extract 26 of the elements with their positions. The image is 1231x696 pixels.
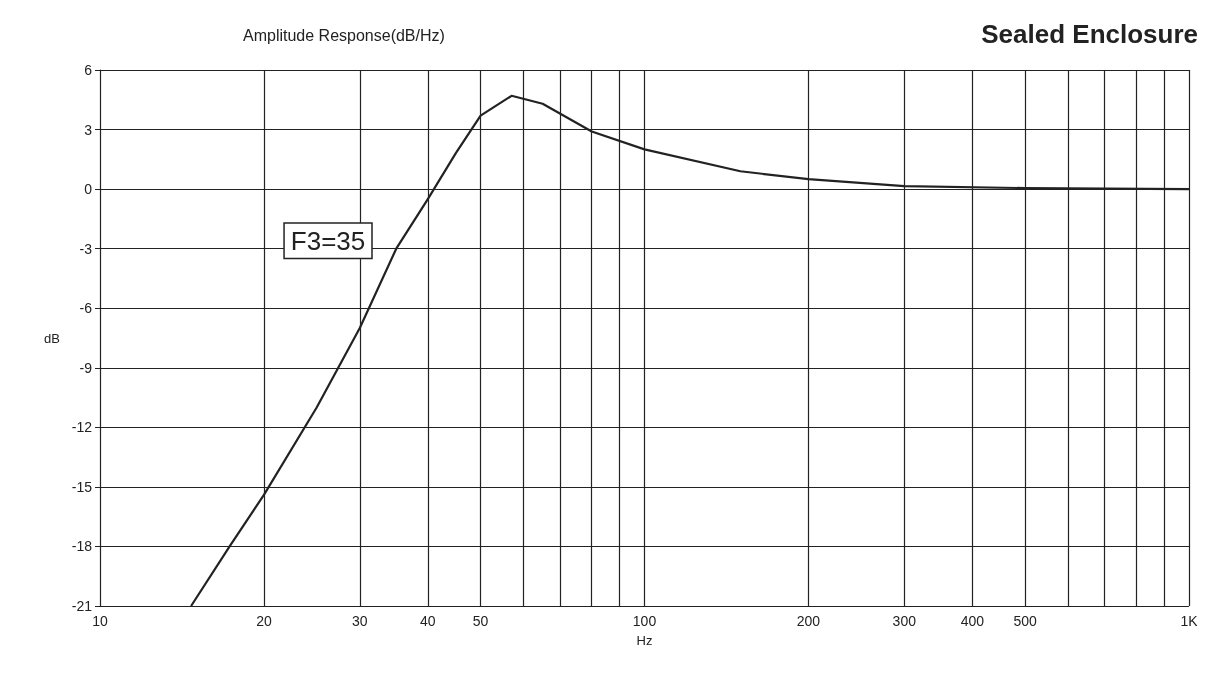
x-tick-label: 20 xyxy=(256,613,272,629)
x-tick-label: 50 xyxy=(472,613,489,629)
x-tick-label: 100 xyxy=(632,613,657,629)
x-tick-label: 40 xyxy=(420,613,436,629)
x-tick-label: 1K xyxy=(1180,613,1199,629)
y-tick-label: -3 xyxy=(79,240,93,257)
y-tick-label: 0 xyxy=(84,181,93,198)
y-tick-label: -6 xyxy=(79,300,93,317)
chart-title: Sealed Enclosure xyxy=(981,19,1199,49)
x-tick-label: 200 xyxy=(796,613,821,629)
x-tick-label: 400 xyxy=(960,613,985,629)
annotation: F3=35 xyxy=(290,225,366,256)
x-tick-label: 10 xyxy=(92,613,108,629)
x-tick-label: 300 xyxy=(892,613,917,629)
y-tick-label: -9 xyxy=(79,359,93,376)
chart-subtitle: Amplitude Response(dB/Hz) xyxy=(243,26,445,44)
x-axis-title: Hz xyxy=(636,633,653,648)
y-tick-label: -21 xyxy=(71,598,93,614)
y-tick-label: -15 xyxy=(71,478,93,495)
x-tick-label: 30 xyxy=(352,613,368,629)
y-tick-label: 3 xyxy=(84,121,93,138)
y-tick-label: 6 xyxy=(84,62,93,78)
y-tick-label: -18 xyxy=(71,538,93,555)
x-tick-label: 500 xyxy=(1013,613,1037,629)
y-axis-title: dB xyxy=(44,330,60,346)
y-tick-label: -12 xyxy=(71,419,93,436)
